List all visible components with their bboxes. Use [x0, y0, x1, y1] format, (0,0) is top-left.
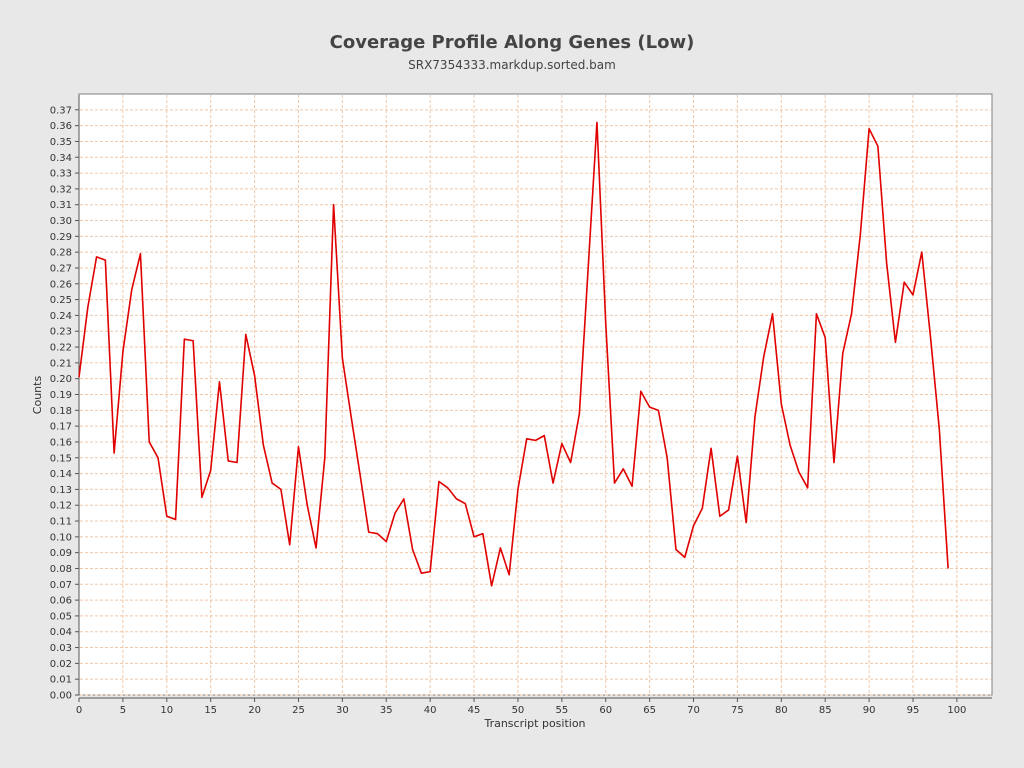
- series-line: [78, 121, 949, 587]
- series: [78, 121, 949, 587]
- x-tick-label: 15: [204, 705, 217, 716]
- y-tick-label: 0.13: [50, 485, 72, 496]
- y-axis-label: Counts: [31, 376, 44, 415]
- y-tick-label: 0.20: [50, 374, 72, 385]
- x-tick-label: 60: [599, 705, 612, 716]
- x-tick-label: 75: [731, 705, 744, 716]
- y-tick-label: 0.09: [50, 548, 72, 559]
- x-tick-label: 65: [643, 705, 656, 716]
- y-ticks: 0.00 0.01 0.02 0.03 0.04 0.05 0.06 0.07 0.08 0.09…: [50, 105, 79, 702]
- y-tick-label: 0.14: [50, 469, 72, 480]
- x-ticks: 0 5 10 15 20 25 30 35 40 45 50 55 60 65 70 75 80 85 90 95 10…: [76, 698, 966, 716]
- y-tick-label: 0.29: [50, 232, 72, 243]
- x-tick-label: 70: [687, 705, 700, 716]
- x-tick-label: 5: [120, 705, 126, 716]
- y-tick-label: 0.27: [50, 263, 72, 274]
- x-tick-label: 25: [292, 705, 305, 716]
- y-tick-label: 0.11: [50, 517, 72, 528]
- y-tick-label: 0.33: [50, 169, 72, 180]
- y-tick-label: 0.31: [50, 200, 72, 211]
- y-tick-label: 0.18: [50, 406, 72, 417]
- y-tick-label: 0.17: [50, 422, 72, 433]
- x-tick-label: 20: [248, 705, 261, 716]
- y-tick-label: 0.25: [50, 295, 72, 306]
- x-tick-label: 55: [555, 705, 568, 716]
- chart-subtitle: SRX7354333.markdup.sorted.bam: [408, 58, 616, 72]
- x-tick-label: 30: [336, 705, 349, 716]
- x-tick-label: 50: [512, 705, 525, 716]
- x-tick-label: 90: [863, 705, 876, 716]
- x-tick-label: 80: [775, 705, 788, 716]
- x-axis-label: Transcript position: [483, 717, 585, 730]
- y-tick-label: 0.24: [50, 311, 72, 322]
- y-tick-label: 0.28: [50, 248, 72, 259]
- y-tick-label: 0.07: [50, 580, 72, 591]
- y-tick-label: 0.21: [50, 358, 72, 369]
- x-tick-label: 95: [907, 705, 920, 716]
- y-tick-label: 0.36: [50, 121, 72, 132]
- y-tick-label: 0.00: [50, 691, 72, 702]
- y-tick-label: 0.35: [50, 137, 72, 148]
- y-tick-label: 0.23: [50, 327, 72, 338]
- y-tick-label: 0.04: [50, 627, 72, 638]
- y-tick-label: 0.32: [50, 184, 72, 195]
- y-tick-label: 0.05: [50, 611, 72, 622]
- y-tick-label: 0.08: [50, 564, 72, 575]
- y-tick-label: 0.12: [50, 501, 72, 512]
- y-tick-label: 0.37: [50, 105, 72, 116]
- y-tick-label: 0.22: [50, 343, 72, 354]
- x-tick-label: 45: [468, 705, 481, 716]
- y-tick-label: 0.15: [50, 453, 72, 464]
- y-tick-label: 0.03: [50, 643, 72, 654]
- y-tick-label: 0.16: [50, 437, 72, 448]
- x-tick-label: 85: [819, 705, 832, 716]
- y-tick-label: 0.02: [50, 659, 72, 670]
- x-tick-label: 10: [160, 705, 173, 716]
- x-tick-label: 100: [947, 705, 966, 716]
- y-tick-label: 0.26: [50, 279, 72, 290]
- y-tick-label: 0.34: [50, 153, 72, 164]
- chart-title: Coverage Profile Along Genes (Low): [330, 32, 695, 53]
- x-tick-label: 35: [380, 705, 393, 716]
- y-tick-label: 0.30: [50, 216, 72, 227]
- y-tick-label: 0.01: [50, 675, 72, 686]
- x-tick-label: 0: [76, 705, 82, 716]
- y-tick-label: 0.19: [50, 390, 72, 401]
- x-tick-label: 40: [424, 705, 437, 716]
- y-tick-label: 0.10: [50, 532, 72, 543]
- y-tick-label: 0.06: [50, 596, 72, 607]
- grid: [78, 95, 991, 696]
